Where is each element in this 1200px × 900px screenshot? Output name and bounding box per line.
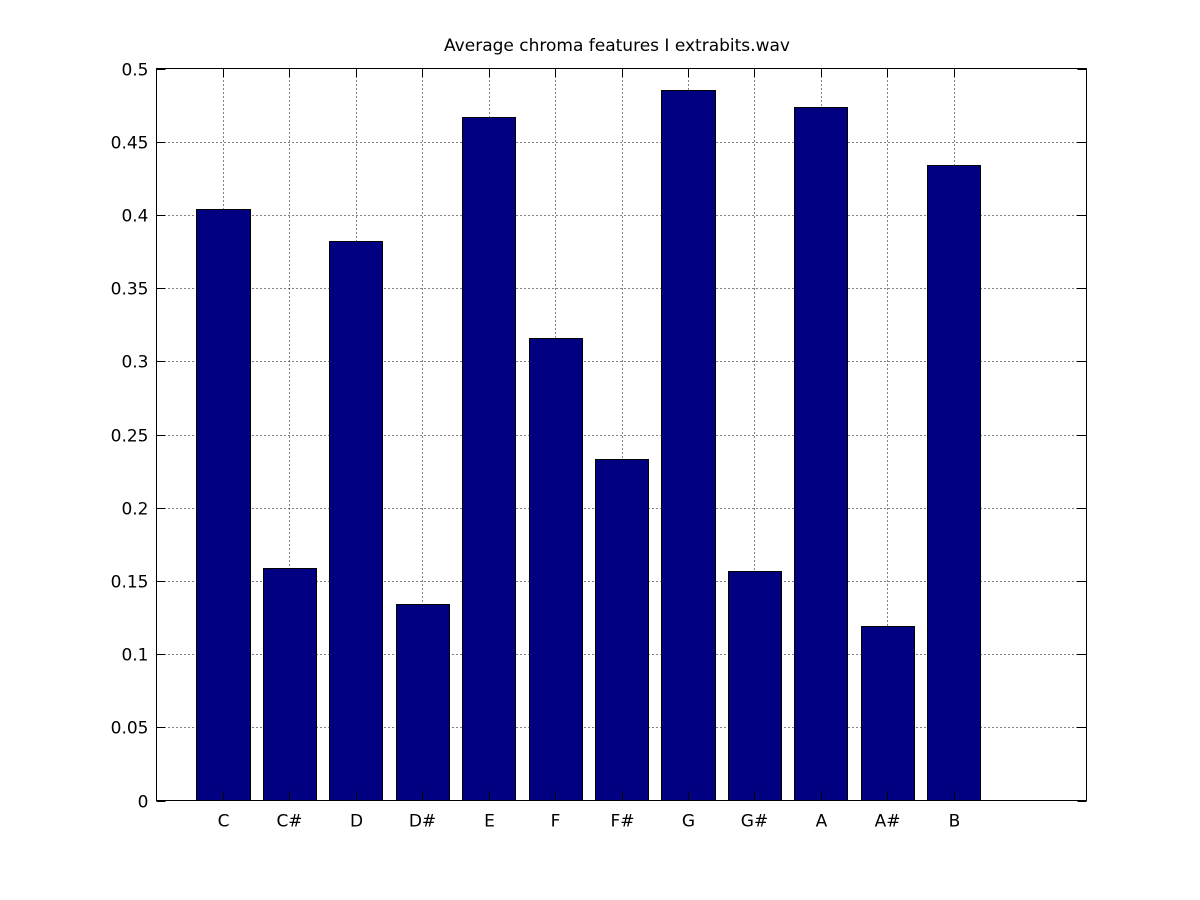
x-tick-label: C: [218, 812, 230, 832]
bar-g: [661, 90, 716, 801]
x-tick-label: G: [682, 812, 695, 832]
x-tick-label: E: [484, 812, 495, 832]
tick-marks: [156, 68, 1087, 802]
y-tick-label: 0.5: [121, 61, 148, 81]
bar-f-sharp: [595, 459, 649, 801]
y-axis-tick-labels: 0 0.05 0.1 0.15 0.2 0.25 0.3 0.35 0.4 0.45 0.5: [111, 61, 149, 813]
bar-e: [462, 117, 516, 801]
bar-d-sharp: [396, 604, 450, 801]
y-tick-label: 0.35: [111, 280, 149, 300]
x-tick-label: D#: [409, 812, 436, 832]
x-tick-label: D: [350, 812, 363, 832]
y-tick-label: 0.25: [111, 427, 149, 447]
x-tick-label: C#: [276, 812, 302, 832]
x-tick-label: A#: [875, 812, 901, 832]
y-tick-label: 0.1: [121, 646, 148, 666]
x-tick-label: B: [949, 812, 961, 832]
y-tick-label: 0.2: [121, 500, 148, 520]
y-tick-label: 0.4: [121, 207, 148, 227]
bars: [196, 90, 981, 801]
x-tick-label: G#: [741, 812, 768, 832]
y-tick-label: 0.05: [111, 719, 149, 739]
y-tick-label: 0.15: [111, 573, 149, 593]
x-tick-label: F: [551, 812, 561, 832]
bar-g-sharp: [728, 571, 782, 801]
chart-title: Average chroma features I extrabits.wav: [444, 36, 790, 56]
bar-c: [196, 209, 251, 801]
x-axis-tick-labels: C C# D D# E F F# G G# A A# B: [218, 812, 961, 832]
y-tick-label: 0: [138, 793, 149, 813]
y-tick-label: 0.3: [121, 353, 148, 373]
bar-a: [794, 107, 848, 801]
y-tick-label: 0.45: [111, 134, 149, 154]
bar-d: [329, 241, 383, 801]
bar-c-sharp: [263, 568, 317, 801]
bar-f: [529, 338, 583, 801]
bar-a-sharp: [861, 626, 915, 801]
plot-area-frame: [156, 68, 1087, 801]
bar-b: [927, 165, 981, 801]
x-tick-label: F#: [610, 812, 634, 832]
x-tick-label: A: [816, 812, 828, 832]
